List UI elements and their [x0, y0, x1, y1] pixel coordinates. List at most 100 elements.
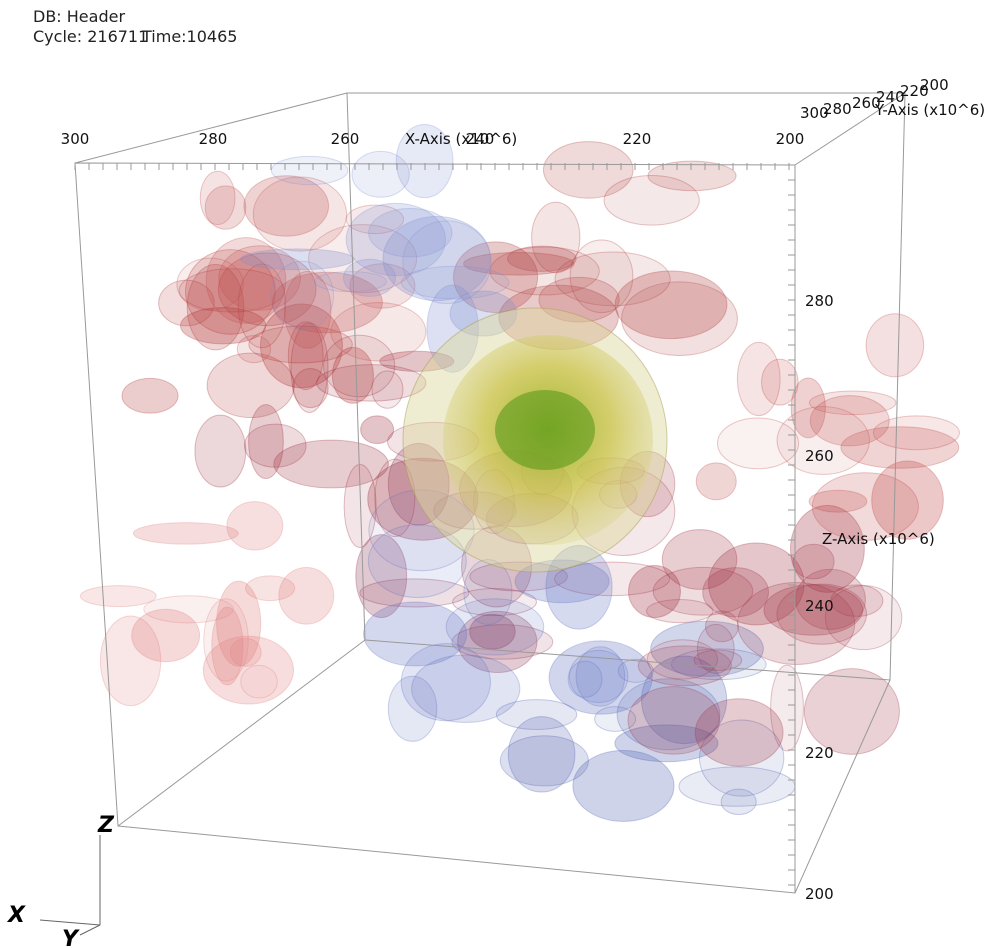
- isosurface-blob: [646, 639, 719, 680]
- isosurface-blob: [248, 325, 353, 364]
- isosurface-blob: [708, 542, 805, 626]
- isosurface-blob: [463, 559, 513, 625]
- isosurface-blob: [387, 675, 438, 742]
- isosurface-blob: [199, 170, 236, 226]
- triad-x: X: [6, 903, 26, 928]
- triad-z: Z: [97, 813, 115, 838]
- isosurface-blob: [489, 246, 600, 296]
- x-tick-label: 200: [776, 130, 805, 148]
- sphere-core: [495, 390, 595, 470]
- isosurface-blob: [661, 529, 738, 590]
- isosurface-blob: [203, 598, 249, 682]
- isosurface-blob: [283, 270, 332, 349]
- isosurface-blob: [229, 637, 262, 667]
- isosurface-blob: [469, 613, 516, 650]
- isosurface-blob: [830, 584, 884, 617]
- isosurface-blob: [628, 565, 681, 618]
- isosurface-blob: [292, 367, 329, 409]
- isosurface-blob: [259, 303, 343, 389]
- isosurface-blob: [763, 584, 864, 636]
- isosurface-blob: [776, 406, 870, 475]
- isosurface-blob: [345, 202, 446, 277]
- isosurface-blob: [499, 735, 589, 787]
- isosurface-blob: [371, 370, 404, 409]
- isosurface-blob: [616, 678, 721, 751]
- isosurface-blob: [400, 643, 491, 722]
- z-axis-title: Z-Axis (x10^6): [822, 530, 935, 548]
- isosurface-blob: [652, 566, 754, 616]
- isosurface-blob: [351, 150, 410, 198]
- isosurface-blob: [695, 462, 737, 501]
- isosurface-blob: [252, 176, 348, 252]
- isosurface-blob: [360, 415, 395, 445]
- isosurface-blob: [572, 749, 675, 822]
- isosurface-blob: [355, 534, 408, 618]
- isosurface-blob: [194, 414, 247, 488]
- isosurface-blob: [382, 216, 491, 302]
- isosurface-blob: [218, 245, 301, 311]
- isosurface-blob: [176, 257, 244, 311]
- isosurface-blob: [704, 610, 739, 643]
- isosurface-blob: [158, 279, 215, 327]
- isosurface-blob: [575, 646, 626, 707]
- isosurface-blob: [514, 559, 610, 604]
- isosurface-blob: [736, 341, 781, 417]
- isosurface-blob: [702, 567, 769, 618]
- isosurface-blob: [469, 561, 568, 592]
- isosurface-blob: [809, 395, 890, 447]
- isosurface-blob: [693, 649, 743, 672]
- isosurface-blob: [202, 635, 295, 705]
- isosurface-blob: [694, 698, 784, 767]
- isosurface-blob: [568, 649, 629, 704]
- isosurface-blob: [627, 686, 721, 755]
- isosurface-blob: [379, 350, 455, 372]
- isosurface-blob: [143, 595, 234, 624]
- isosurface-blob: [402, 220, 492, 305]
- isosurface-blob: [872, 415, 960, 451]
- isosurface-blob: [646, 599, 714, 624]
- triad: Z X Y: [6, 813, 115, 948]
- isosurface-blob: [217, 252, 317, 327]
- isosurface-blob: [531, 201, 581, 274]
- isosurface-blob: [594, 706, 637, 732]
- isosurface-blob: [621, 281, 738, 356]
- isosurface-blob: [670, 648, 767, 681]
- isosurface-blob: [542, 141, 634, 199]
- y-tick-label: 260: [852, 94, 881, 112]
- db-label: DB: Header: [33, 7, 125, 26]
- isosurface-blob: [554, 561, 671, 597]
- isosurface-blob: [248, 404, 284, 480]
- isosurface-blob: [243, 423, 307, 468]
- isosurface-blob: [368, 489, 475, 572]
- isosurface-blob: [637, 645, 732, 687]
- isosurface-blob: [349, 263, 416, 309]
- isosurface-blob: [287, 321, 324, 391]
- y-tick-label: 200: [920, 76, 949, 94]
- isosurface-blob: [617, 658, 654, 683]
- y-tick-label: 240: [876, 88, 905, 106]
- time-label: Time:10465: [141, 27, 237, 46]
- isosurface-blob: [716, 417, 800, 470]
- isosurface-blob: [567, 660, 603, 698]
- isosurface-blob: [803, 668, 900, 755]
- x-tick-label: 300: [61, 130, 90, 148]
- isosurface-blob: [790, 377, 826, 439]
- isosurface-blob: [453, 241, 539, 313]
- x-tick-label: 220: [623, 130, 652, 148]
- isosurface-blob: [314, 271, 388, 293]
- isosurface-blob: [245, 575, 296, 602]
- isosurface-blob: [226, 501, 284, 551]
- isosurface-blob: [776, 583, 868, 645]
- isosurface-blob: [507, 716, 576, 793]
- isosurface-blob: [308, 224, 418, 294]
- isosurface-blob: [640, 655, 728, 745]
- isosurface-blob: [452, 588, 537, 617]
- isosurface-blob: [808, 489, 868, 513]
- isosurface-blob: [614, 724, 719, 763]
- isosurface-blob: [445, 598, 545, 656]
- isosurface-blob: [316, 364, 427, 402]
- z-tick-label: 280: [805, 292, 834, 310]
- isosurface-blob: [545, 544, 613, 630]
